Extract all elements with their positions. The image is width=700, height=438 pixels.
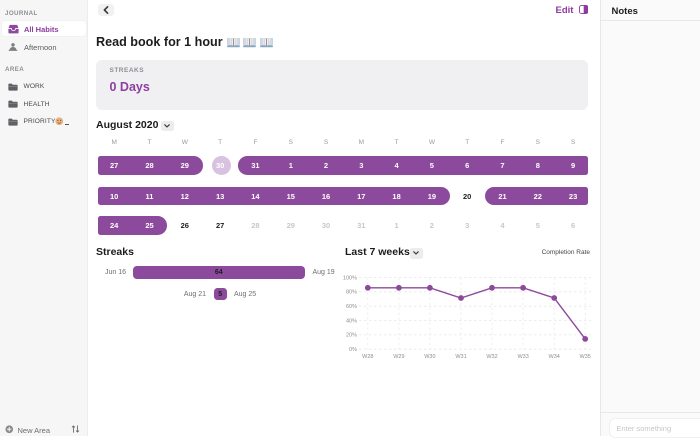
- svg-text:W31: W31: [455, 354, 466, 360]
- svg-text:W29: W29: [393, 354, 404, 360]
- svg-text:80%: 80%: [346, 290, 357, 296]
- svg-text:40%: 40%: [346, 318, 357, 324]
- svg-text:100%: 100%: [343, 275, 357, 281]
- svg-text:0%: 0%: [349, 347, 357, 353]
- svg-text:60%: 60%: [346, 304, 357, 310]
- svg-text:W33: W33: [517, 354, 528, 360]
- svg-text:W35: W35: [580, 354, 591, 360]
- svg-text:W30: W30: [424, 354, 435, 360]
- svg-text:W28: W28: [362, 354, 373, 360]
- svg-text:W32: W32: [486, 354, 497, 360]
- svg-text:W34: W34: [549, 354, 560, 360]
- svg-text:20%: 20%: [346, 333, 357, 339]
